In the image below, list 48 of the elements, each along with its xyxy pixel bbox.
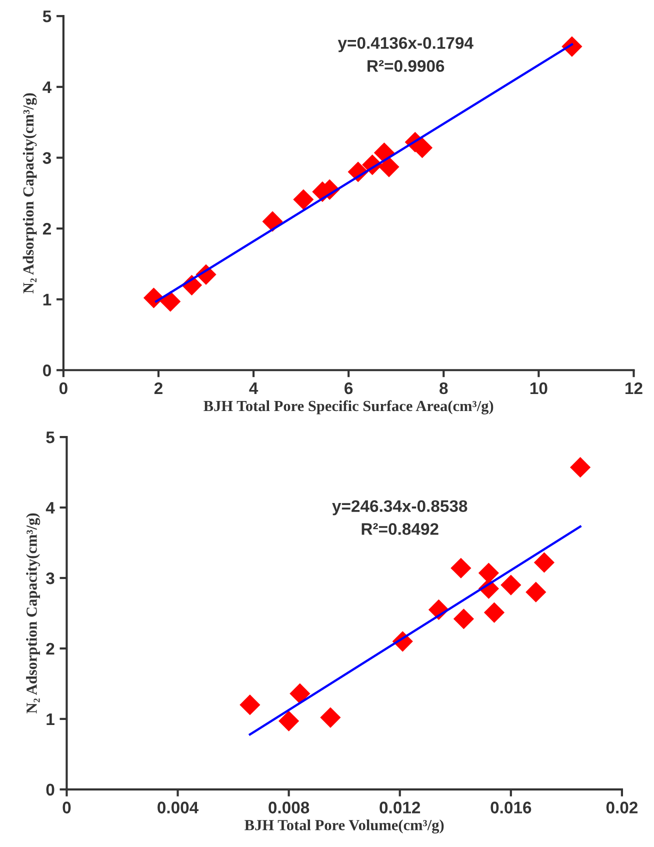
x-tick-label: 0 <box>59 382 68 394</box>
point <box>453 608 474 630</box>
point <box>290 683 310 704</box>
y-tick-label: 2 <box>42 222 51 235</box>
x-tick-label: 0.004 <box>158 802 199 814</box>
y-tick-label: 1 <box>43 294 52 306</box>
x-tick-label: 0 <box>62 802 71 814</box>
x-axis-title: BJH Total Pore Specific Surface Area(cm³/g) <box>204 400 494 414</box>
x-axis-title: BJH Total Pore Volume(cm³/g) <box>244 820 444 834</box>
x-tick-label: 6 <box>344 382 353 394</box>
y-tick-label: 4 <box>42 81 52 93</box>
annotation: y=246.34x-0.8538 <box>332 500 468 516</box>
point <box>534 552 555 573</box>
annotation: R²=0.8492 <box>362 523 438 535</box>
y-tick-label: 2 <box>46 642 54 654</box>
point <box>262 211 283 232</box>
x-tick-label: 10 <box>530 382 548 394</box>
annotation: y=0.4136x-0.1794 <box>338 37 474 52</box>
y-tick-label: 0 <box>46 784 54 796</box>
x-tick-label: 2 <box>154 382 162 394</box>
point <box>160 291 181 312</box>
y-axis-title: N₂ Adsorption Capacity(cm³/g) <box>22 93 37 294</box>
y-tick-label: 4 <box>46 502 55 514</box>
point <box>570 457 591 478</box>
y-tick-label: 5 <box>42 10 52 22</box>
x-tick-label: 0.008 <box>268 802 310 814</box>
x-tick-label: 12 <box>626 382 642 394</box>
point <box>526 582 546 602</box>
x-tick-label: 8 <box>440 382 448 394</box>
point <box>500 574 522 596</box>
y-tick-label: 1 <box>46 714 54 725</box>
point <box>320 707 341 728</box>
point <box>240 694 260 716</box>
x-tick-label: 4 <box>249 382 258 394</box>
point <box>450 558 472 578</box>
y-tick-label: 0 <box>43 364 51 376</box>
y-tick-label: 3 <box>42 152 52 164</box>
y-axis-title: N₂ Adsorption Capacity(cm³/g) <box>26 513 40 714</box>
x-tick-label: 0.02 <box>606 802 638 814</box>
x-tick-label: 0.012 <box>380 802 420 814</box>
point <box>378 156 400 178</box>
x-tick-label: 0.016 <box>490 802 532 814</box>
point <box>293 189 314 210</box>
y-tick-label: 3 <box>46 572 54 584</box>
y-tick-label: 5 <box>46 432 54 444</box>
annotation: R²=0.9906 <box>368 60 444 72</box>
point <box>484 602 505 623</box>
point <box>278 710 300 732</box>
